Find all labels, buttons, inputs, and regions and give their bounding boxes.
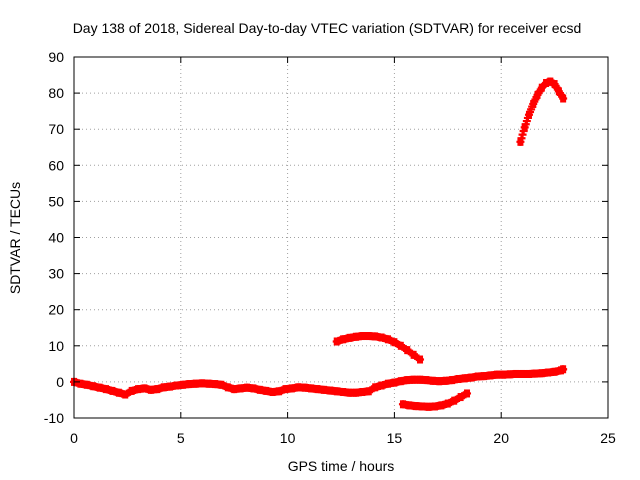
- data-point-fill: [417, 355, 424, 364]
- data-point-fill: [464, 389, 471, 398]
- data-points: [70, 77, 568, 411]
- x-tick-label: 25: [600, 430, 616, 446]
- x-tick-label: 5: [177, 430, 185, 446]
- y-tick-label: 30: [48, 266, 64, 282]
- data-point-fill: [404, 346, 411, 355]
- series-dip-17h: [398, 389, 472, 411]
- chart-title: Day 138 of 2018, Sidereal Day-to-day VTE…: [73, 20, 582, 36]
- series-baseline: [70, 365, 568, 399]
- y-tick-label: 60: [48, 157, 64, 173]
- axis-ticks: -10 0 10 20 30 40 50 60 70 80 90 0 5 10 15 20 25: [44, 49, 616, 446]
- y-tick-label: 40: [48, 230, 64, 246]
- y-axis-label: SDTVAR / TECUs: [7, 182, 23, 294]
- x-axis-label: GPS time / hours: [288, 458, 395, 474]
- y-tick-label: 50: [48, 193, 64, 209]
- y-tick-label: 70: [48, 121, 64, 137]
- grid-lines: [74, 57, 608, 418]
- x-tick-label: 10: [280, 430, 296, 446]
- y-tick-label: 80: [48, 85, 64, 101]
- series-rise-21h: [516, 77, 568, 146]
- y-tick-label: 0: [56, 374, 64, 390]
- y-tick-label: 10: [48, 338, 64, 354]
- data-point-fill: [560, 365, 567, 374]
- x-tick-label: 15: [387, 430, 403, 446]
- x-tick-label: 20: [493, 430, 509, 446]
- series-hump-13h: [332, 332, 425, 364]
- data-point-fill: [410, 350, 417, 359]
- y-tick-label: 20: [48, 302, 64, 318]
- x-tick-label: 0: [70, 430, 78, 446]
- data-point-fill: [560, 94, 567, 103]
- y-tick-label: -10: [44, 410, 64, 426]
- y-tick-label: 90: [48, 49, 64, 65]
